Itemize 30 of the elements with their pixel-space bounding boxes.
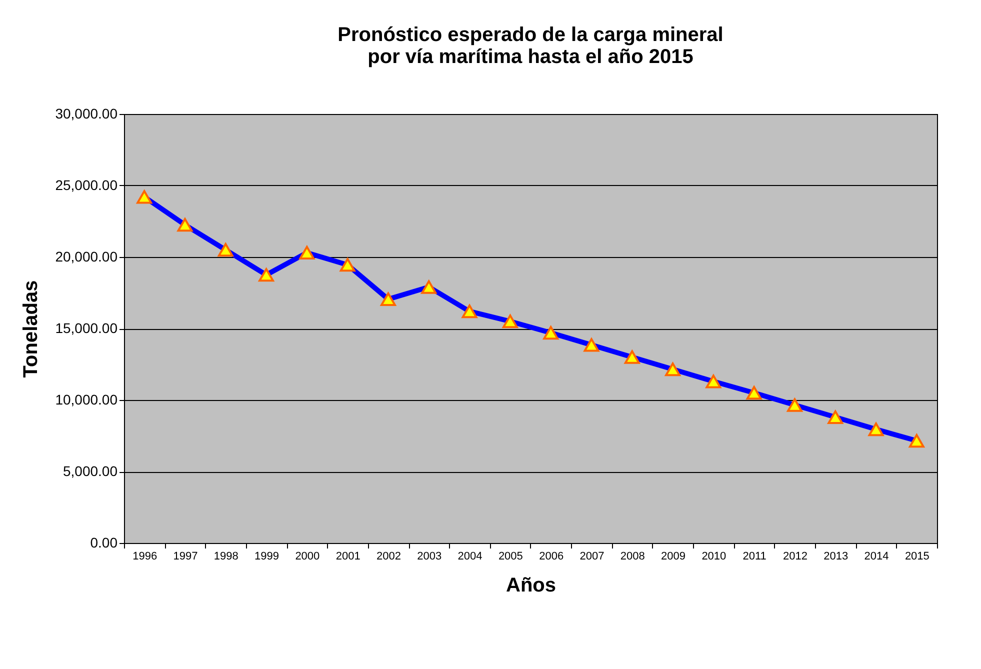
- x-tick-label: 2000: [295, 550, 320, 562]
- x-tick-label: 2015: [904, 550, 930, 562]
- x-tick-label: 2014: [864, 550, 889, 562]
- x-tick-label: 2001: [336, 550, 360, 562]
- x-tick-label: 2011: [742, 550, 766, 562]
- chart-title: Pronóstico esperado de la carga mineral por vía marítima hasta el año 2015: [338, 24, 724, 68]
- x-tick-label: 2012: [782, 550, 808, 562]
- x-axis-title: Años: [506, 574, 556, 596]
- y-tick-label: 25,000.00: [55, 177, 118, 193]
- y-tick-label: 10,000.00: [55, 392, 118, 408]
- x-tick-label: 2003: [417, 550, 442, 562]
- x-tick-label: 2004: [458, 550, 482, 562]
- x-tick-label: 2013: [824, 550, 848, 562]
- y-tick-label: 20,000.00: [55, 248, 118, 264]
- x-tick-label: 1999: [254, 550, 280, 562]
- y-tick-label: 30,000.00: [55, 106, 118, 122]
- x-tick-label: 2010: [702, 550, 726, 562]
- x-tick-label: 1997: [173, 550, 198, 562]
- y-tick-label: 5,000.00: [63, 463, 118, 479]
- x-tick-label: 2005: [498, 550, 523, 562]
- x-tick-label: 1996: [132, 550, 158, 562]
- x-tick-label: 2009: [661, 550, 686, 562]
- x-tick-label: 2007: [580, 550, 604, 562]
- x-tick-label: 2008: [620, 550, 645, 562]
- y-tick-label: 15,000.00: [55, 320, 118, 336]
- x-tick-label: 2002: [376, 550, 401, 562]
- x-tick-label: 2006: [539, 550, 564, 562]
- y-axis-title: Toneladas: [20, 280, 42, 378]
- x-tick-label: 1998: [214, 550, 238, 562]
- y-tick-label: 0.00: [90, 534, 118, 550]
